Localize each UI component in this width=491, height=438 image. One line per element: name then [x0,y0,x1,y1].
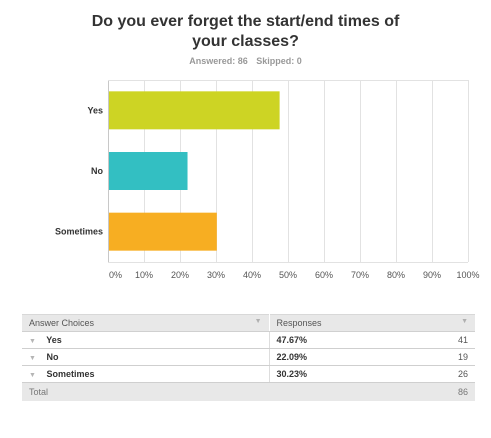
x-tick-label: 50% [279,270,297,280]
choice-cell: ▼ Sometimes [22,365,269,383]
x-tick-label: 60% [315,270,333,280]
table-row[interactable]: ▼ Yes 47.67% 41 [22,331,475,349]
expand-caret-icon[interactable]: ▼ [29,372,36,379]
expand-caret-icon[interactable]: ▼ [29,355,36,362]
bar [109,212,217,251]
answered-count: Answered: 86 [189,56,248,66]
question-title-line2: your classes? [192,33,299,50]
table-row[interactable]: ▼ No 22.09% 19 [22,348,475,366]
category-label: Sometimes [55,227,103,237]
responses-header[interactable]: Responses ▼ [269,314,475,332]
percent-cell: 30.23% [268,365,404,383]
category-label: No [91,166,103,176]
choice-label: No [46,352,59,362]
total-count: 86 [403,382,475,401]
x-tick-label: 70% [351,270,369,280]
choice-cell: ▼ Yes [22,331,269,349]
bar-chart: 0% 10% 20% 30% 40% 50% 60% 70% 80% 90% 100% Yes No So… [55,80,480,280]
question-title-line1: Do you ever forget the start/end times o… [91,13,400,30]
bar [109,152,188,190]
choice-label: Sometimes [46,369,95,379]
responses-header-label: Responses [276,318,322,328]
x-tick-label: 10% [135,270,153,280]
x-tick-label: 80% [387,270,405,280]
count-cell: 26 [403,365,475,383]
total-label: Total [22,382,404,401]
count-cell: 41 [403,331,475,349]
response-meta: Answered: 86 Skipped: 0 [0,56,491,66]
skipped-count: Skipped: 0 [256,56,302,66]
x-tick-label: 30% [207,270,225,280]
sort-caret-icon[interactable]: ▼ [254,318,262,325]
percent-cell: 47.67% [268,331,404,349]
bar [109,91,280,130]
category-label: Yes [87,105,103,115]
x-tick-label: 0% [109,270,122,280]
answer-choices-header-label: Answer Choices [29,318,95,328]
choice-cell: ▼ No [22,348,269,366]
count-cell: 19 [403,348,475,366]
total-row: Total 86 [22,382,475,401]
responses-table: Answer Choices ▼ Responses ▼ ▼ Yes 47.67… [22,314,475,401]
question-title: Do you ever forget the start/end times o… [0,12,491,52]
sort-caret-icon[interactable]: ▼ [461,318,468,325]
choice-label: Yes [46,335,62,345]
table-header-row: Answer Choices ▼ Responses ▼ [22,314,475,332]
answer-choices-header[interactable]: Answer Choices ▼ [22,314,270,332]
x-tick-label: 100% [456,270,479,280]
percent-cell: 22.09% [268,348,404,366]
x-tick-label: 20% [171,270,189,280]
expand-caret-icon[interactable]: ▼ [29,338,36,345]
table-row[interactable]: ▼ Sometimes 30.23% 26 [22,365,475,383]
x-tick-label: 90% [423,270,441,280]
x-tick-label: 40% [243,270,261,280]
